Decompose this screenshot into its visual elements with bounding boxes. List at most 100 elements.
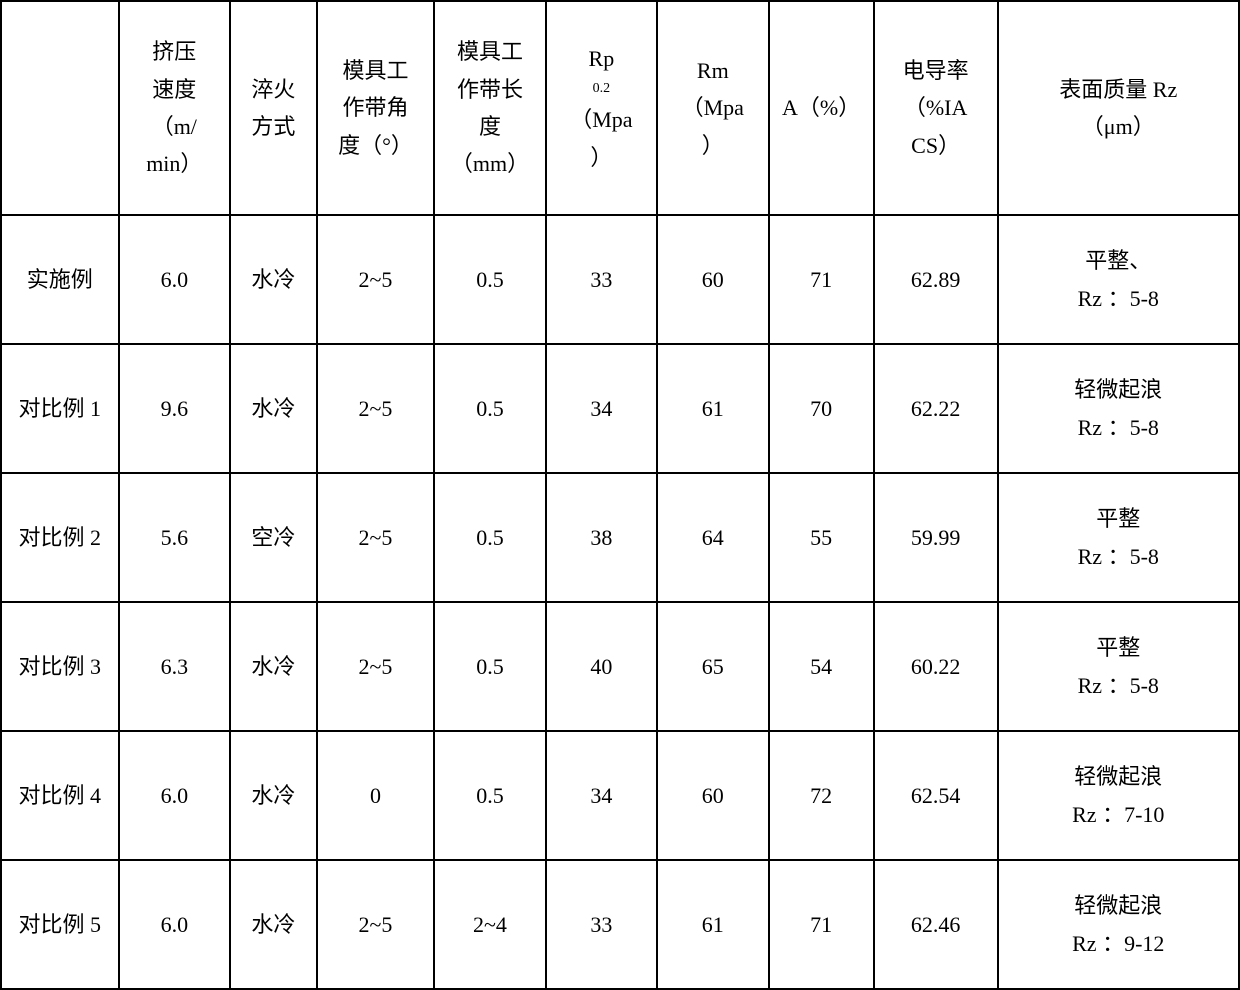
rz-line: Rz ：5-8 — [1001, 409, 1236, 446]
cell-speed: 6.3 — [119, 602, 230, 731]
cell-a_pct: 72 — [769, 731, 874, 860]
table-row: 对比例 19.6水冷2~50.534617062.22轻微起浪Rz ：5-8 — [1, 344, 1239, 473]
cell-label: 对比例 2 — [1, 473, 119, 602]
header-text: Rm — [660, 52, 765, 89]
cell-rm: 61 — [657, 344, 768, 473]
cell-label: 对比例 4 — [1, 731, 119, 860]
header-text: ） — [549, 139, 654, 176]
rz-line: Rz ：5-8 — [1001, 538, 1236, 575]
cell-iacs: 59.99 — [874, 473, 998, 602]
header-text: Rp0.2 — [549, 40, 654, 101]
col-header-a_pct: A（%） — [769, 1, 874, 215]
cell-iacs: 62.54 — [874, 731, 998, 860]
cell-die_angle: 2~5 — [317, 860, 435, 989]
rz-line: 轻微起浪 — [1001, 887, 1236, 924]
cell-die_angle: 2~5 — [317, 344, 435, 473]
cell-rm: 60 — [657, 731, 768, 860]
col-header-rm: Rm（Mpa） — [657, 1, 768, 215]
header-text: （mm） — [437, 145, 542, 182]
header-text: CS） — [877, 127, 995, 164]
table-row: 对比例 46.0水冷00.534607262.54轻微起浪Rz ：7-10 — [1, 731, 1239, 860]
cell-die_length: 0.5 — [434, 731, 545, 860]
cell-speed: 5.6 — [119, 473, 230, 602]
rz-line: 轻微起浪 — [1001, 371, 1236, 408]
table-container: 挤压速度（m/min）淬火方式模具工作带角度（°）模具工作带长度（mm）Rp0.… — [0, 0, 1240, 990]
cell-quench: 水冷 — [230, 602, 317, 731]
cell-rz: 平整、Rz ：5-8 — [998, 215, 1239, 344]
rz-line: 平整 — [1001, 500, 1236, 537]
cell-rm: 61 — [657, 860, 768, 989]
cell-label: 对比例 5 — [1, 860, 119, 989]
table-head: 挤压速度（m/min）淬火方式模具工作带角度（°）模具工作带长度（mm）Rp0.… — [1, 1, 1239, 215]
cell-iacs: 62.22 — [874, 344, 998, 473]
cell-iacs: 62.89 — [874, 215, 998, 344]
header-text: 模具工 — [437, 33, 542, 70]
table-row: 对比例 36.3水冷2~50.540655460.22平整Rz ：5-8 — [1, 602, 1239, 731]
rz-line: Rz ：5-8 — [1001, 667, 1236, 704]
cell-quench: 水冷 — [230, 731, 317, 860]
col-header-quench: 淬火方式 — [230, 1, 317, 215]
cell-a_pct: 70 — [769, 344, 874, 473]
header-text: 度（°） — [320, 127, 432, 164]
header-text: 度 — [437, 108, 542, 145]
table-body: 实施例6.0水冷2~50.533607162.89平整、Rz ：5-8对比例 1… — [1, 215, 1239, 989]
header-text: 表面质量 Rz — [1001, 71, 1236, 108]
header-text: 挤压 — [122, 33, 227, 70]
cell-rz: 平整Rz ：5-8 — [998, 602, 1239, 731]
cell-die_angle: 2~5 — [317, 215, 435, 344]
cell-iacs: 62.46 — [874, 860, 998, 989]
header-text: （m/ — [122, 108, 227, 145]
col-header-die_angle: 模具工作带角度（°） — [317, 1, 435, 215]
cell-speed: 6.0 — [119, 731, 230, 860]
cell-a_pct: 71 — [769, 215, 874, 344]
table-row: 对比例 56.0水冷2~52~433617162.46轻微起浪Rz ：9-12 — [1, 860, 1239, 989]
col-header-rp02: Rp0.2（Mpa） — [546, 1, 657, 215]
cell-die_length: 0.5 — [434, 344, 545, 473]
rz-line: 平整、 — [1001, 242, 1236, 279]
cell-rm: 60 — [657, 215, 768, 344]
cell-rp02: 34 — [546, 344, 657, 473]
cell-rp02: 40 — [546, 602, 657, 731]
cell-rm: 64 — [657, 473, 768, 602]
cell-a_pct: 55 — [769, 473, 874, 602]
col-header-speed: 挤压速度（m/min） — [119, 1, 230, 215]
header-text: A（%） — [772, 89, 871, 126]
rz-line: Rz ：9-12 — [1001, 925, 1236, 962]
cell-die_length: 2~4 — [434, 860, 545, 989]
header-text: 电导率 — [877, 52, 995, 89]
cell-a_pct: 54 — [769, 602, 874, 731]
cell-label: 对比例 1 — [1, 344, 119, 473]
header-text: 作带长 — [437, 71, 542, 108]
cell-quench: 空冷 — [230, 473, 317, 602]
cell-quench: 水冷 — [230, 344, 317, 473]
header-text: 模具工 — [320, 52, 432, 89]
cell-rz: 轻微起浪Rz ：7-10 — [998, 731, 1239, 860]
col-header-die_length: 模具工作带长度（mm） — [434, 1, 545, 215]
cell-die_angle: 2~5 — [317, 473, 435, 602]
cell-a_pct: 71 — [769, 860, 874, 989]
cell-rp02: 33 — [546, 215, 657, 344]
table-row: 对比例 25.6空冷2~50.538645559.99平整Rz ：5-8 — [1, 473, 1239, 602]
cell-die_length: 0.5 — [434, 473, 545, 602]
header-text: 方式 — [233, 108, 314, 145]
cell-label: 对比例 3 — [1, 602, 119, 731]
header-text: 淬火 — [233, 71, 314, 108]
col-header-label — [1, 1, 119, 215]
col-header-iacs: 电导率（%IACS） — [874, 1, 998, 215]
header-text: （Mpa — [660, 89, 765, 126]
cell-die_length: 0.5 — [434, 602, 545, 731]
cell-rz: 轻微起浪Rz ：5-8 — [998, 344, 1239, 473]
cell-quench: 水冷 — [230, 215, 317, 344]
header-text: （%IA — [877, 89, 995, 126]
cell-rp02: 34 — [546, 731, 657, 860]
cell-rp02: 38 — [546, 473, 657, 602]
cell-speed: 6.0 — [119, 215, 230, 344]
header-text: 作带角 — [320, 89, 432, 126]
header-text: ） — [660, 127, 765, 164]
rz-line: Rz ：7-10 — [1001, 796, 1236, 833]
cell-die_angle: 0 — [317, 731, 435, 860]
cell-rp02: 33 — [546, 860, 657, 989]
col-header-rz: 表面质量 Rz（μm） — [998, 1, 1239, 215]
header-row: 挤压速度（m/min）淬火方式模具工作带角度（°）模具工作带长度（mm）Rp0.… — [1, 1, 1239, 215]
header-text: 速度 — [122, 71, 227, 108]
